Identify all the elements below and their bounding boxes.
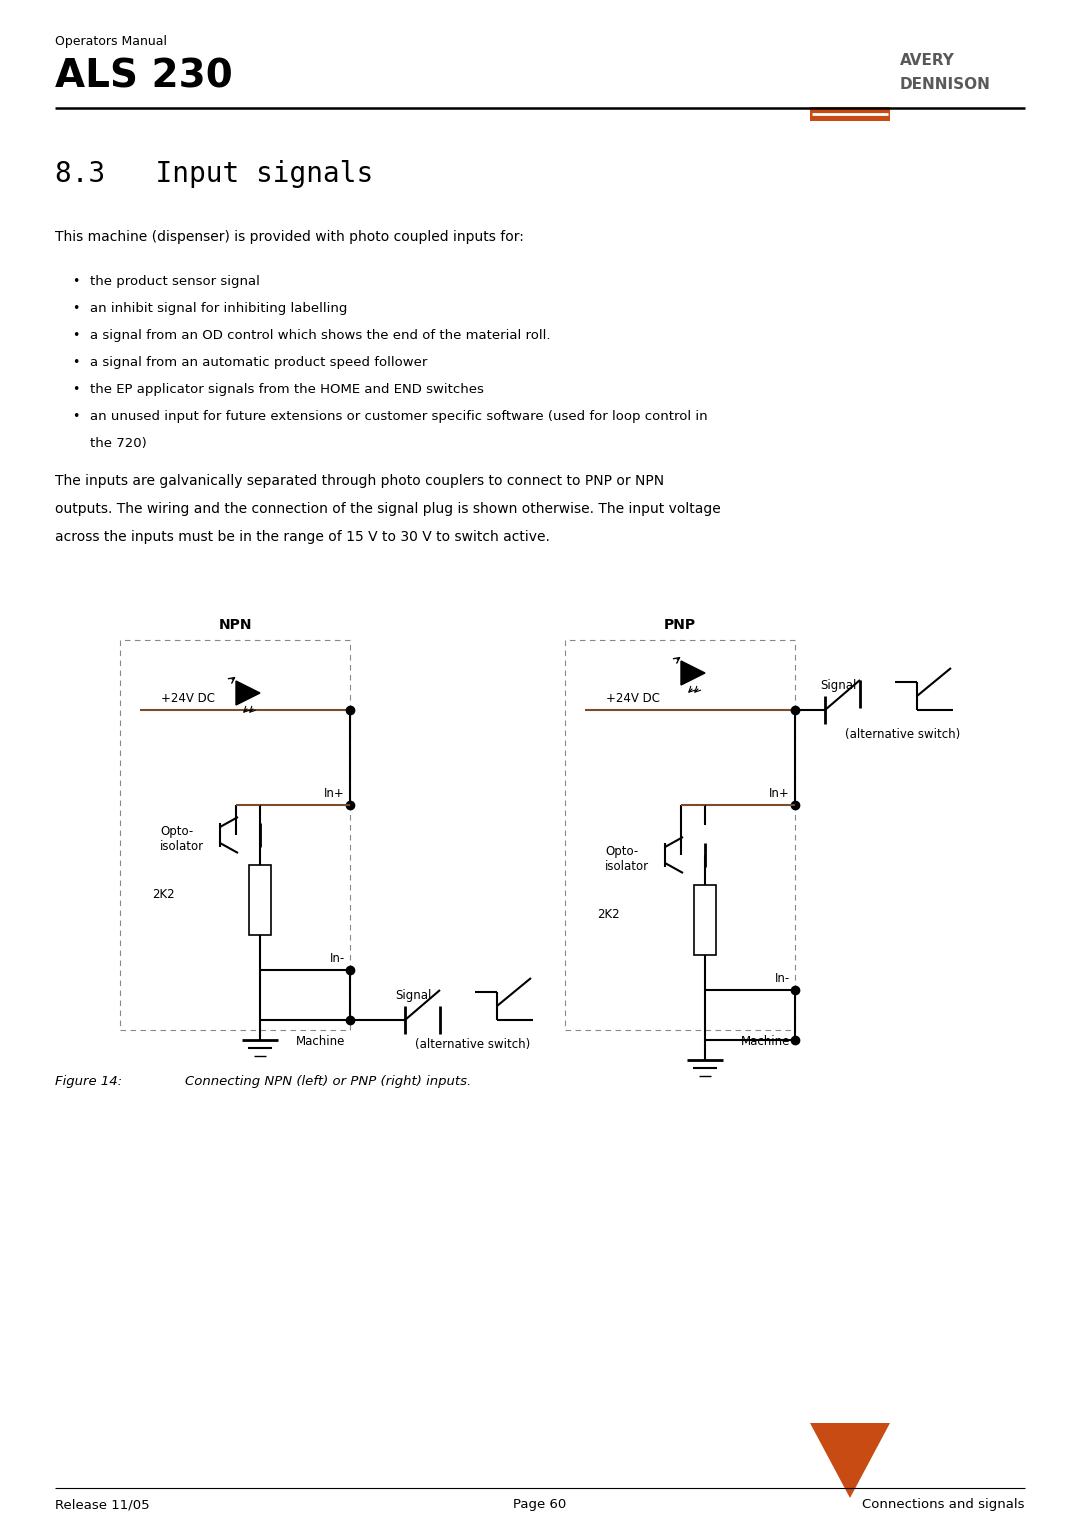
Text: +24V DC: +24V DC — [161, 692, 215, 704]
Text: NPN: NPN — [218, 617, 252, 633]
Text: Connecting NPN (left) or PNP (right) inputs.: Connecting NPN (left) or PNP (right) inp… — [185, 1076, 471, 1088]
Text: +24V DC: +24V DC — [606, 692, 660, 704]
FancyBboxPatch shape — [694, 885, 716, 955]
Text: Release 11/05: Release 11/05 — [55, 1497, 150, 1511]
Text: •: • — [72, 275, 79, 287]
Text: Machine: Machine — [296, 1034, 345, 1048]
Text: PNP: PNP — [664, 617, 697, 633]
Text: Opto-
isolator: Opto- isolator — [160, 825, 204, 853]
Text: In-: In- — [774, 972, 789, 986]
Text: Operators Manual: Operators Manual — [55, 35, 167, 47]
FancyBboxPatch shape — [249, 865, 271, 935]
Text: an inhibit signal for inhibiting labelling: an inhibit signal for inhibiting labelli… — [90, 303, 348, 315]
Text: Machine: Machine — [741, 1034, 789, 1048]
Text: Page 60: Page 60 — [513, 1497, 567, 1511]
Text: In-: In- — [329, 952, 345, 966]
FancyBboxPatch shape — [810, 107, 890, 121]
Text: the 720): the 720) — [90, 437, 147, 451]
Text: •: • — [72, 329, 79, 342]
Text: Signal: Signal — [820, 678, 856, 692]
Text: ALS 230: ALS 230 — [55, 58, 233, 96]
Text: The inputs are galvanically separated through photo couplers to connect to PNP o: The inputs are galvanically separated th… — [55, 474, 664, 487]
Text: AVERY: AVERY — [900, 53, 955, 69]
Text: DENNISON: DENNISON — [900, 76, 990, 92]
Text: •: • — [72, 356, 79, 368]
Text: (alternative switch): (alternative switch) — [845, 727, 960, 741]
Text: This machine (dispenser) is provided with photo coupled inputs for:: This machine (dispenser) is provided wit… — [55, 231, 524, 244]
Text: Connections and signals: Connections and signals — [863, 1497, 1025, 1511]
Text: a signal from an OD control which shows the end of the material roll.: a signal from an OD control which shows … — [90, 329, 551, 342]
Text: 2K2: 2K2 — [152, 888, 175, 902]
Text: 8.3   Input signals: 8.3 Input signals — [55, 160, 374, 188]
Text: 2K2: 2K2 — [597, 909, 620, 921]
Text: •: • — [72, 384, 79, 396]
Text: In+: In+ — [769, 787, 789, 801]
Text: Figure 14:: Figure 14: — [55, 1076, 122, 1088]
Text: the product sensor signal: the product sensor signal — [90, 275, 260, 287]
Text: Opto-
isolator: Opto- isolator — [605, 845, 649, 872]
Text: across the inputs must be in the range of 15 V to 30 V to switch active.: across the inputs must be in the range o… — [55, 530, 550, 544]
Polygon shape — [681, 662, 705, 685]
Text: outputs. The wiring and the connection of the signal plug is shown otherwise. Th: outputs. The wiring and the connection o… — [55, 503, 720, 516]
Polygon shape — [810, 1423, 890, 1497]
Text: an unused input for future extensions or customer specific software (used for lo: an unused input for future extensions or… — [90, 410, 707, 423]
Text: the EP applicator signals from the HOME and END switches: the EP applicator signals from the HOME … — [90, 384, 484, 396]
Text: In+: In+ — [324, 787, 345, 801]
Text: •: • — [72, 410, 79, 423]
Polygon shape — [237, 681, 260, 704]
Text: (alternative switch): (alternative switch) — [415, 1038, 530, 1051]
Text: •: • — [72, 303, 79, 315]
Text: a signal from an automatic product speed follower: a signal from an automatic product speed… — [90, 356, 428, 368]
Text: Signal: Signal — [395, 989, 431, 1002]
